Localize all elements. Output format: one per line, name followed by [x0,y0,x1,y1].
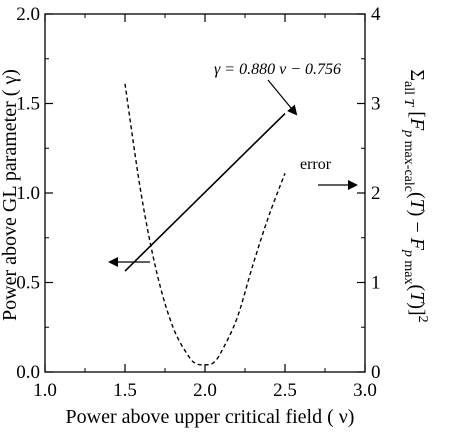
error-curve-label: error [300,156,332,173]
x-tick-label: 2.0 [193,380,217,401]
y-right-tick-label: 0 [371,362,381,383]
fit-equation-label: γ = 0.880 ν − 0.756 [214,61,341,78]
y-left-tick-label: 1.5 [16,94,40,115]
y-left-tick-label: 0.5 [16,273,40,294]
right-y-axis-title: Σall T [Fp max-calc(T) − Fp max(T)]2 [401,69,430,322]
right-y-axis-ticks: 0 1 2 3 4 [357,4,381,383]
error-curve [124,83,286,366]
y-left-tick-label: 1.0 [16,183,40,204]
y-right-tick-label: 4 [371,4,381,25]
y-right-tick-label: 1 [371,273,381,294]
y-left-tick-label: 0.0 [16,362,40,383]
x-tick-label: 1.0 [33,380,57,401]
equation-arrow [267,79,298,116]
left-y-axis-ticks: 0.0 0.5 1.0 1.5 2.0 [16,4,53,383]
y-right-tick-label: 3 [371,94,381,115]
x-tick-label: 1.5 [113,380,137,401]
x-axis-ticks: 1.0 1.5 2.0 2.5 3.0 [33,14,377,401]
fit-line [124,112,286,272]
svg-text:Σall T [Fp max-calc(T) − Fp ma: Σall T [Fp max-calc(T) − Fp max(T)]2 [401,69,430,322]
x-tick-label: 2.5 [273,380,297,401]
left-y-axis-title: Power above GL parameter ( γ) [0,69,21,321]
x-axis-title: Power above upper critical field ( ν) [66,406,355,428]
y-left-tick-label: 2.0 [16,4,40,25]
y-right-tick-label: 2 [371,183,381,204]
series-layer [124,83,286,366]
x-tick-label: 3.0 [353,380,377,401]
